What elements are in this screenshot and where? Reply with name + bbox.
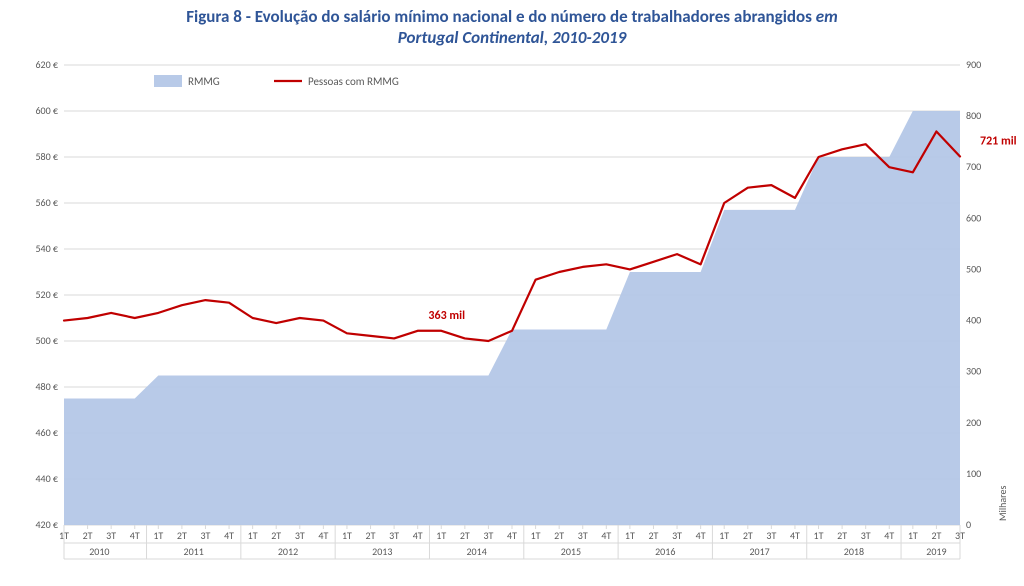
x-quarter-label: 1T [719, 529, 729, 542]
x-year-label: 2018 [844, 545, 864, 558]
x-quarter-label: 3T [578, 529, 588, 542]
x-quarter-label: 2T [931, 529, 941, 542]
y-right-tick-label: 300 [966, 364, 981, 377]
x-quarter-label: 2T [366, 529, 376, 542]
y-left-tick-label: 620 € [35, 58, 58, 71]
x-quarter-label: 4T [318, 529, 328, 542]
x-year-label: 2014 [466, 545, 486, 558]
y-left-tick-label: 560 € [35, 196, 58, 209]
x-quarter-label: 1T [531, 529, 541, 542]
x-year-label: 2011 [184, 545, 204, 558]
x-quarter-label: 1T [908, 529, 918, 542]
x-quarter-label: 4T [884, 529, 894, 542]
x-quarter-label: 1T [625, 529, 635, 542]
rmmg-area-series [64, 111, 960, 525]
y-right-tick-label: 700 [966, 160, 981, 173]
x-quarter-label: 1T [153, 529, 163, 542]
x-quarter-label: 1T [342, 529, 352, 542]
x-year-label: 2013 [372, 545, 392, 558]
legend: RMMG Pessoas com RMMG [154, 75, 399, 88]
x-quarter-label: 3T [295, 529, 305, 542]
y-right-tick-label: 0 [966, 518, 971, 531]
x-quarter-label: 4T [601, 529, 611, 542]
x-quarter-label: 2T [83, 529, 93, 542]
chart-title: Figura 8 - Evolução do salário mínimo na… [0, 0, 1024, 51]
x-quarter-label: 1T [436, 529, 446, 542]
data-annotation: 721 mil [980, 134, 1017, 148]
x-quarter-label: 1T [814, 529, 824, 542]
y-left-tick-label: 460 € [35, 426, 58, 439]
combo-chart: 420 € 440 € 460 € 480 € 500 € 520 € 540 € 560 €… [6, 51, 1018, 581]
data-annotation: 363 mil [428, 309, 465, 323]
y-right-tick-label: 100 [966, 466, 981, 479]
y-left-tick-label: 500 € [35, 334, 58, 347]
x-year-label: 2015 [561, 545, 581, 558]
y-right-tick-label: 600 [966, 211, 981, 224]
legend-swatch-area [154, 75, 182, 87]
y-right-tick-label: 500 [966, 262, 981, 275]
chart-area: 420 € 440 € 460 € 480 € 500 € 520 € 540 € 560 €… [6, 51, 1018, 581]
x-quarter-label: 2T [554, 529, 564, 542]
y-left-tick-label: 420 € [35, 518, 58, 531]
y-left-tick-label: 520 € [35, 288, 58, 301]
x-quarter-label: 2T [743, 529, 753, 542]
x-year-label: 2016 [655, 545, 675, 558]
x-quarter-label: 2T [177, 529, 187, 542]
x-quarter-label: 2T [648, 529, 658, 542]
legend-label-line: Pessoas com RMMG [308, 75, 399, 88]
y-right-tick-label: 200 [966, 415, 981, 428]
x-quarter-label: 1T [248, 529, 258, 542]
x-quarter-label: 4T [413, 529, 423, 542]
x-quarter-label: 4T [696, 529, 706, 542]
x-quarter-label: 3T [672, 529, 682, 542]
x-quarter-label: 4T [507, 529, 517, 542]
x-quarter-label: 3T [200, 529, 210, 542]
x-quarter-label: 4T [224, 529, 234, 542]
x-quarter-label: 4T [790, 529, 800, 542]
legend-label-area: RMMG [188, 75, 220, 88]
x-quarter-label: 3T [766, 529, 776, 542]
x-quarter-label: 2T [460, 529, 470, 542]
y-left-tick-label: 600 € [35, 104, 58, 117]
y-left-tick-label: 580 € [35, 150, 58, 163]
title-line2: Portugal Continental, 2010-2019 [40, 27, 984, 48]
x-quarter-label: 3T [106, 529, 116, 542]
x-quarter-label: 3T [861, 529, 871, 542]
y-right-tick-label: 900 [966, 58, 981, 71]
y-right-axis-label: Milhares [996, 485, 1009, 521]
x-quarter-label: 2T [837, 529, 847, 542]
title-line1: Figura 8 - Evolução do salário mínimo na… [40, 6, 984, 27]
x-quarter-label: 3T [389, 529, 399, 542]
y-left-tick-label: 480 € [35, 380, 58, 393]
y-right-tick-label: 800 [966, 109, 981, 122]
x-year-label: 2017 [749, 545, 769, 558]
x-year-label: 2019 [926, 545, 946, 558]
x-quarter-label: 2T [271, 529, 281, 542]
x-year-label: 2012 [278, 545, 298, 558]
x-quarter-label: 4T [130, 529, 140, 542]
x-year-label: 2010 [89, 545, 109, 558]
y-right-tick-label: 400 [966, 313, 981, 326]
y-left-tick-label: 440 € [35, 472, 58, 485]
x-quarter-label: 3T [483, 529, 493, 542]
y-left-tick-label: 540 € [35, 242, 58, 255]
